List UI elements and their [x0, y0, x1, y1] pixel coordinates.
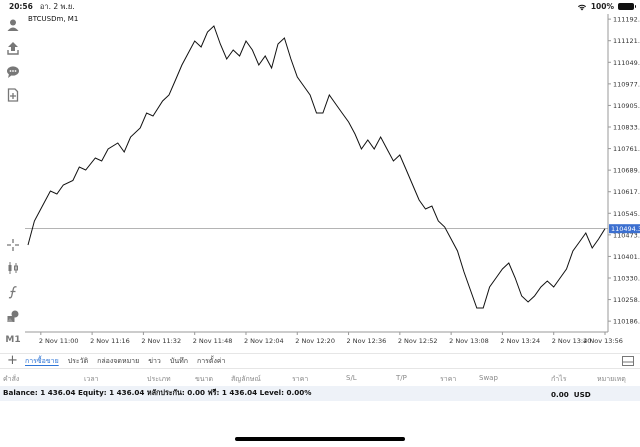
battery-icon	[618, 3, 636, 10]
status-bar: 20:56 อา. 2 พ.ย. 100%	[0, 0, 640, 13]
time-tick-label: 2 Nov 12:20	[295, 337, 335, 345]
price-tick-label: 110401.90	[613, 253, 640, 261]
status-right: 100%	[577, 2, 636, 11]
crosshair-button[interactable]	[4, 236, 22, 254]
price-tick-label: 110833.30	[613, 124, 640, 132]
trade-arrow-icon	[7, 42, 19, 55]
new-order-button[interactable]	[4, 86, 22, 104]
objects-icon	[7, 310, 19, 322]
time-tick-label: 2 Nov 11:32	[141, 337, 181, 345]
time-tick-label: 2 Nov 12:52	[398, 337, 438, 345]
time-tick-label: 2 Nov 11:00	[39, 337, 79, 345]
indicators-button[interactable]	[4, 283, 22, 301]
chart-type-button[interactable]	[4, 259, 22, 277]
orders-table-header: คำสั่ง เวลา ประเภท ขนาด สัญลักษณ์ ราคา S…	[0, 371, 640, 385]
time-tick-label: 2 Nov 11:16	[90, 337, 130, 345]
account-icon	[7, 19, 19, 31]
time-tick-label: 2 Nov 12:36	[347, 337, 387, 345]
account-button[interactable]	[4, 16, 22, 34]
profit-value: 0.00	[551, 390, 569, 399]
total-profit: 0.00 USD	[551, 390, 591, 399]
column-header[interactable]: ราคา	[292, 375, 309, 383]
battery-percent: 100%	[590, 2, 614, 11]
price-tick-label: 110545.70	[613, 210, 640, 218]
column-header[interactable]: ขนาด	[195, 375, 214, 383]
price-tick-label: 110473.80	[613, 231, 640, 239]
toolbox-tab-bar: + การซื้อขาย ประวัติ กล่องจดหมาย ข่าว บั…	[0, 353, 640, 369]
price-tick-label: 110905.20	[613, 102, 640, 110]
column-header[interactable]: เวลา	[84, 375, 99, 383]
current-price-label: 110494.38	[611, 225, 640, 233]
price-tick-label: 110617.60	[613, 188, 640, 196]
column-header[interactable]: กำไร	[551, 375, 567, 383]
balance-row: Balance: 1 436.04 Equity: 1 436.04 หลักป…	[0, 386, 640, 401]
price-tick-label: 111049.00	[613, 59, 640, 67]
symbol-label: BTCUSDm, M1	[28, 15, 79, 23]
time-tick-label: 2 Nov 13:24	[500, 337, 540, 345]
tab-journal[interactable]: บันทึก	[169, 356, 188, 365]
chat-icon	[7, 66, 19, 78]
column-header[interactable]: S/L	[346, 374, 357, 382]
profit-currency: USD	[573, 390, 591, 399]
current-price-tag	[609, 224, 640, 234]
chart-canvas[interactable]: 111192.90 111121.00 111049.00 110977.10 1109…	[25, 14, 640, 352]
tab-settings[interactable]: การตั้งค่า	[196, 356, 226, 365]
time-tick-label: 2 Nov 13:40	[552, 337, 592, 345]
new-order-icon	[7, 88, 19, 102]
left-toolbar: M1	[0, 14, 25, 351]
chat-button[interactable]	[4, 63, 22, 81]
time-tick-label: 2 Nov 13:08	[449, 337, 489, 345]
status-time: 20:56	[9, 2, 33, 11]
price-tick-label: 110330.00	[613, 275, 640, 283]
tab-mailbox[interactable]: กล่องจดหมาย	[97, 356, 140, 365]
price-tick-label: 111192.90	[613, 16, 640, 24]
time-tick-label: 2 Nov 12:04	[244, 337, 284, 345]
wifi-icon	[577, 4, 586, 10]
tab-trade[interactable]: การซื้อขาย	[25, 356, 59, 365]
price-tick-label: 110186.20	[613, 318, 640, 326]
price-tick-label: 110761.40	[613, 145, 640, 153]
column-header[interactable]: T/P	[396, 374, 407, 382]
time-tick-label: 2 Nov 13:56	[583, 337, 623, 345]
timeframe-button[interactable]: M1	[4, 331, 22, 349]
column-header[interactable]: สัญลักษณ์	[231, 375, 261, 383]
crosshair-icon	[7, 239, 19, 251]
column-header[interactable]: คำสั่ง	[3, 375, 20, 383]
candlestick-icon	[8, 262, 18, 274]
balance-summary: Balance: 1 436.04 Equity: 1 436.04 หลักป…	[3, 388, 312, 397]
column-header[interactable]: หมายเหตุ	[597, 375, 626, 383]
home-indicator	[235, 437, 405, 441]
price-tick-label: 110977.10	[613, 80, 640, 88]
column-header[interactable]: Swap	[479, 374, 498, 382]
column-header[interactable]: ราคา	[440, 375, 457, 383]
price-tick-label: 110258.10	[613, 296, 640, 304]
price-tick-label: 110689.50	[613, 167, 640, 175]
add-tab-button[interactable]: +	[7, 353, 18, 368]
layout-toggle-icon[interactable]	[622, 356, 634, 366]
column-header[interactable]: ประเภท	[147, 375, 171, 383]
status-date: อา. 2 พ.ย.	[39, 1, 75, 11]
price-chart[interactable]: 111192.90 111121.00 111049.00 110977.10 1109…	[25, 14, 640, 352]
price-tick-label: 111121.00	[613, 37, 640, 45]
timeframe-label: M1	[5, 335, 21, 345]
tab-history[interactable]: ประวัติ	[67, 356, 89, 365]
time-tick-label: 2 Nov 11:48	[193, 337, 233, 345]
indicators-icon	[8, 286, 17, 299]
tab-news[interactable]: ข่าว	[148, 356, 161, 365]
objects-button[interactable]	[4, 307, 22, 325]
price-series-line	[27, 25, 606, 309]
trade-button[interactable]	[4, 39, 22, 57]
